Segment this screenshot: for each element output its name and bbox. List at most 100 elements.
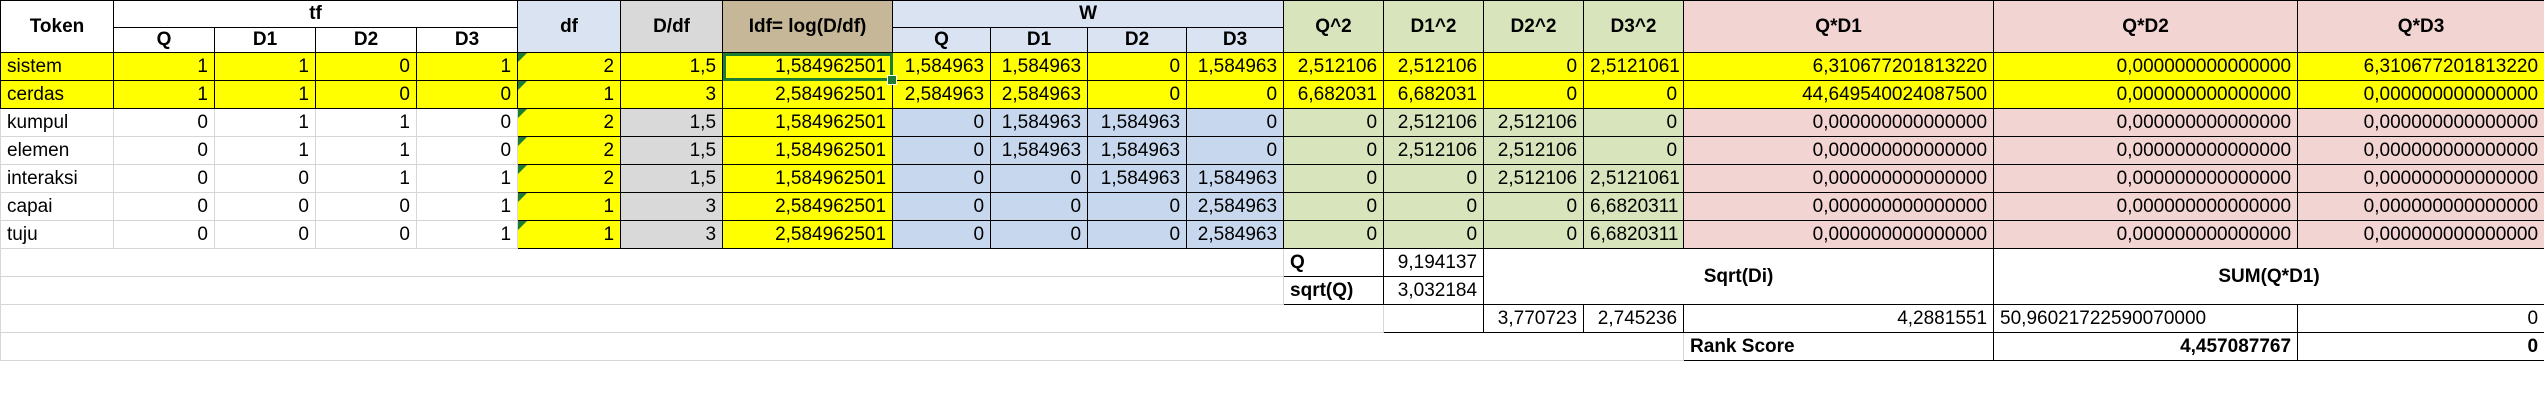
empty-cells[interactable] [0,332,1685,361]
token-cell[interactable]: cerdas [0,80,114,109]
w-cell[interactable]: 0 [892,192,992,221]
df-cell[interactable]: 2 [517,164,622,193]
q-value[interactable]: 9,194137 [1383,248,1485,277]
w-cell[interactable]: 1,584963 [1087,164,1188,193]
idf-header[interactable]: Idf= log(D/df) [722,0,894,53]
token-cell[interactable]: elemen [0,136,114,165]
d1sq-cell[interactable]: 2,512106 [1383,52,1485,81]
tf-cell[interactable]: 1 [315,136,417,165]
tf-cell[interactable]: 0 [315,52,417,81]
tf-cell[interactable]: 0 [113,192,215,221]
w-cell[interactable]: 1,584963 [990,136,1089,165]
d2sq-cell[interactable]: 0 [1483,52,1585,81]
q2-header[interactable]: Q^2 [1283,0,1385,53]
w-cell[interactable]: 2,584963 [990,80,1089,109]
qd2-cell[interactable]: 0,000000000000000 [1993,80,2299,109]
w-cell[interactable]: 1,584963 [1186,52,1285,81]
idf-cell[interactable]: 2,584962501 [722,192,894,221]
idf-cell[interactable]: 2,584962501 [722,80,894,109]
qd1-cell[interactable]: 44,649540024087500 [1683,80,1995,109]
w-cell[interactable]: 0 [1087,80,1188,109]
qd1-header[interactable]: Q*D1 [1683,0,1995,53]
q2-cell[interactable]: 2,512106 [1283,52,1385,81]
sqrt-d1-value[interactable]: 3,770723 [1483,304,1585,333]
qd2-cell[interactable]: 0,000000000000000 [1993,52,2299,81]
tf-cell[interactable]: 1 [214,136,316,165]
w-cell[interactable]: 2,584963 [1186,192,1285,221]
w-d1-header[interactable]: D1 [990,27,1089,53]
d1sq-cell[interactable]: 2,512106 [1383,108,1485,137]
w-cell[interactable]: 0 [990,164,1089,193]
w-cell[interactable]: 0 [892,108,992,137]
qd3-cell[interactable]: 0,000000000000000 [2297,192,2544,221]
w-header[interactable]: W [892,0,1285,28]
df-header[interactable]: df [517,0,622,53]
qd3-cell[interactable]: 0,000000000000000 [2297,136,2544,165]
idf-cell[interactable]: 1,584962501 [722,136,894,165]
df-cell[interactable]: 2 [517,108,622,137]
idf-cell[interactable]: 1,584962501 [722,164,894,193]
qd2-header[interactable]: Q*D2 [1993,0,2299,53]
tf-cell[interactable]: 1 [113,52,215,81]
ddf-cell[interactable]: 1,5 [620,164,724,193]
qd3-cell[interactable]: 0,000000000000000 [2297,220,2544,249]
sum-qd2-value[interactable]: 0 [2297,304,2544,333]
tf-cell[interactable]: 0 [113,108,215,137]
d3sq-cell[interactable]: 0 [1583,80,1685,109]
w-cell[interactable]: 0 [1087,52,1188,81]
q2-cell[interactable]: 0 [1283,136,1385,165]
tf-cell[interactable]: 0 [415,108,519,137]
empty-cells[interactable] [0,248,1285,277]
q2-cell[interactable]: 6,682031 [1283,80,1385,109]
d2sq-cell[interactable]: 0 [1483,192,1585,221]
d3sq-cell[interactable]: 0 [1583,108,1685,137]
d3sq-header[interactable]: D3^2 [1583,0,1685,53]
tf-cell[interactable]: 1 [315,108,417,137]
w-cell[interactable]: 0 [1087,220,1188,249]
qd2-cell[interactable]: 0,000000000000000 [1993,108,2299,137]
sqrtq-label[interactable]: sqrt(Q) [1283,276,1385,305]
tf-d1-header[interactable]: D1 [214,27,316,53]
qd1-cell[interactable]: 0,000000000000000 [1683,220,1995,249]
ddf-cell[interactable]: 3 [620,80,724,109]
tf-cell[interactable]: 1 [214,80,316,109]
sqrt-d3-value[interactable]: 4,2881551 [1683,304,1995,333]
tf-cell[interactable]: 1 [415,52,519,81]
d1sq-cell[interactable]: 6,682031 [1383,80,1485,109]
w-cell[interactable]: 0 [892,164,992,193]
tf-header[interactable]: tf [112,0,519,28]
d1sq-cell[interactable]: 0 [1383,164,1485,193]
tf-cell[interactable]: 0 [315,80,417,109]
d3sq-cell[interactable]: 6,6820311 [1583,192,1685,221]
ddf-header[interactable]: D/df [620,0,724,53]
d3sq-cell[interactable]: 2,5121061 [1583,52,1685,81]
empty-cells[interactable] [0,276,1285,305]
qd1-cell[interactable]: 0,000000000000000 [1683,164,1995,193]
d1sq-cell[interactable]: 2,512106 [1383,136,1485,165]
qd2-cell[interactable]: 0,000000000000000 [1993,220,2299,249]
tf-cell[interactable]: 1 [113,80,215,109]
tf-cell[interactable]: 1 [214,52,316,81]
tf-cell[interactable]: 0 [415,136,519,165]
empty-cells[interactable] [0,304,1385,333]
w-cell[interactable]: 0 [1087,192,1188,221]
d1sq-cell[interactable]: 0 [1383,192,1485,221]
w-d2-header[interactable]: D2 [1087,27,1188,53]
d3sq-cell[interactable]: 6,6820311 [1583,220,1685,249]
tf-q-header[interactable]: Q [113,27,215,53]
tf-d2-header[interactable]: D2 [315,27,417,53]
df-cell[interactable]: 1 [517,192,622,221]
qd3-cell[interactable]: 0,000000000000000 [2297,80,2544,109]
q2-cell[interactable]: 0 [1283,220,1385,249]
token-cell[interactable]: capai [0,192,114,221]
qd3-cell[interactable]: 0,000000000000000 [2297,108,2544,137]
w-cell[interactable]: 0 [990,192,1089,221]
d3sq-cell[interactable]: 0 [1583,136,1685,165]
d2sq-header[interactable]: D2^2 [1483,0,1585,53]
rank-d1-value[interactable]: 4,457087767 [1993,332,2299,361]
df-cell[interactable]: 1 [517,80,622,109]
token-cell[interactable]: sistem [0,52,114,81]
tf-cell[interactable]: 0 [214,220,316,249]
selection-fill-handle[interactable] [886,74,897,85]
rank-d2-value[interactable]: 0 [2297,332,2544,361]
